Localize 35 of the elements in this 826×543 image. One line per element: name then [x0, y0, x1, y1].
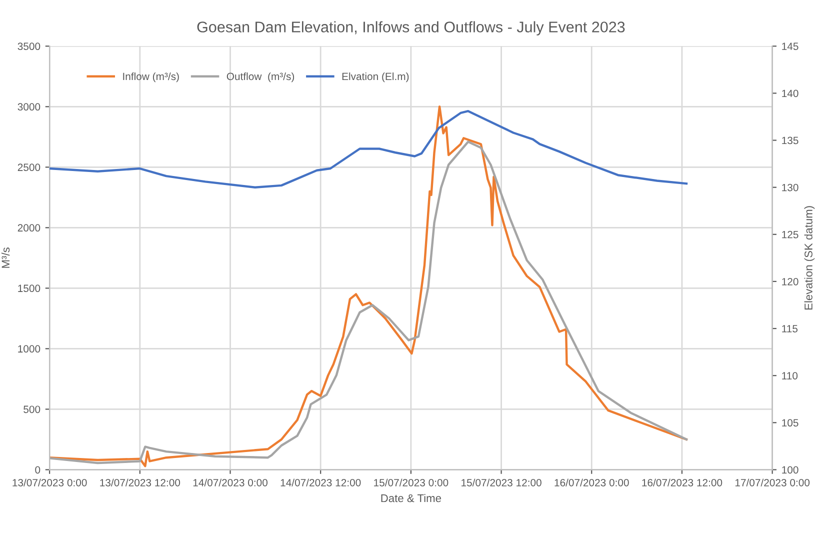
y2-tick-label: 115: [782, 325, 798, 332]
legend-label: Outflow (m³/s): [226, 72, 294, 82]
x-tick-label: 14/07/2023 0:00: [193, 478, 268, 486]
x-tick-label: 15/07/2023 0:00: [374, 478, 448, 486]
y-tick-label: 0: [35, 466, 40, 474]
y2-tick-label: 135: [782, 136, 798, 144]
y2-tick-label: 105: [782, 419, 798, 427]
y2-tick-label: 110: [782, 372, 798, 380]
y-tick-label: 2500: [18, 164, 40, 172]
x-tick-label: 16/07/2023 0:00: [554, 478, 629, 486]
chart-title: Goesan Dam Elevation, Inlfows and Outflows - July Event 2023: [197, 21, 625, 36]
x-tick-label: 14/07/2023 12:00: [280, 478, 361, 486]
y-tick-label: 1500: [18, 284, 40, 292]
line-series: [50, 110, 688, 188]
x-tick-label: 13/07/2023 12:00: [100, 478, 180, 486]
y2-axis-title: Elevation (SK datum): [804, 206, 815, 310]
y-tick-label: 3500: [18, 42, 40, 50]
y-tick-label: 3000: [18, 103, 40, 111]
y2-tick-label: 120: [782, 278, 798, 286]
y2-tick-label: 140: [782, 90, 798, 98]
x-tick-label: 13/07/2023 0:00: [12, 478, 87, 486]
x-tick-label: 16/07/2023 12:00: [642, 478, 722, 486]
y-axis-title: M³/s: [1, 248, 10, 268]
legend-label: Elvation (El.m): [342, 72, 409, 82]
y-tick-label: 2000: [18, 224, 40, 232]
y2-tick-label: 125: [782, 230, 798, 238]
x-axis-title: Date & Time: [381, 494, 442, 502]
y2-tick-label: 145: [782, 42, 798, 50]
x-tick-label: 17/07/2023 0:00: [735, 478, 810, 486]
y2-tick-label: 130: [782, 184, 798, 192]
legend-label: Inflow (m³/s): [123, 72, 179, 82]
y2-tick-label: 100: [782, 466, 798, 474]
x-tick-label: 15/07/2023 12:00: [462, 478, 542, 486]
y-tick-label: 500: [24, 406, 40, 414]
y-tick-label: 1000: [18, 345, 40, 353]
